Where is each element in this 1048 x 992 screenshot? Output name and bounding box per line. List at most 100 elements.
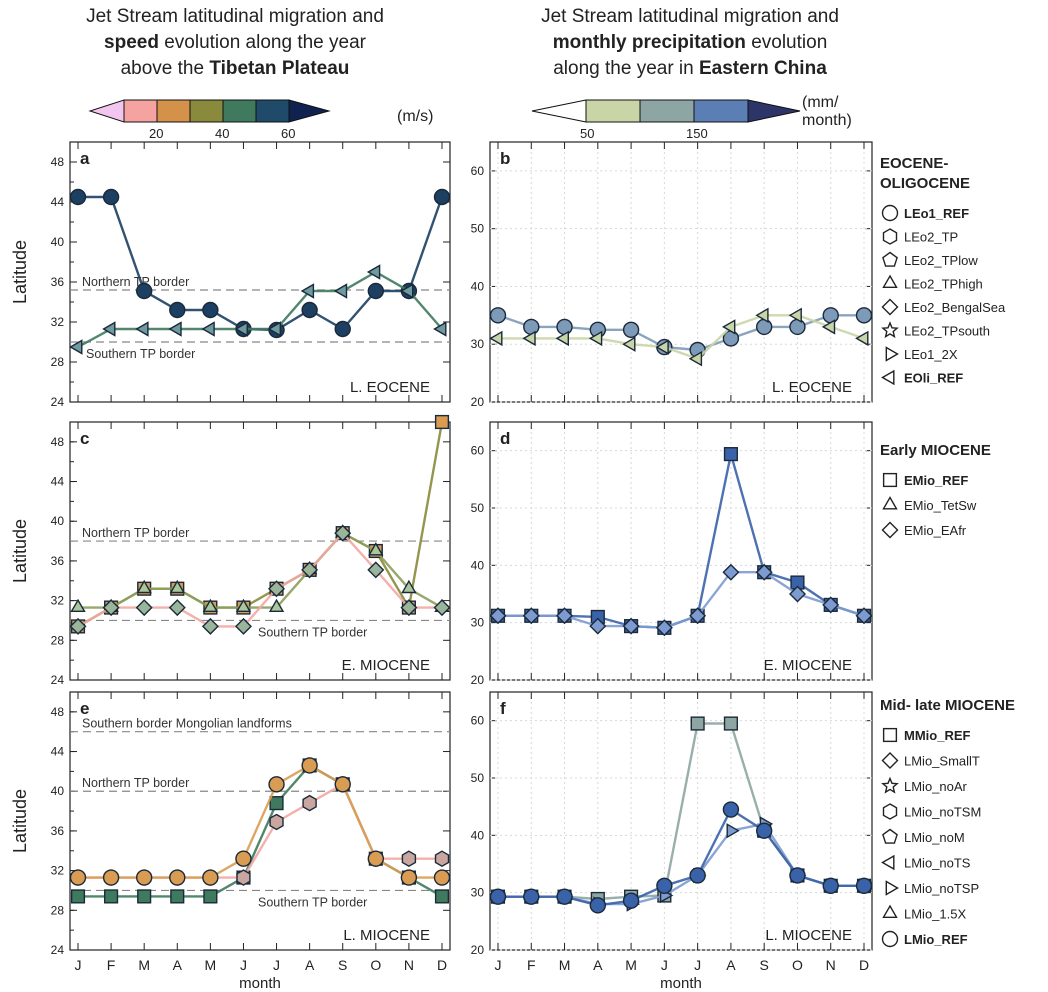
border-reference-label: Northern TP border xyxy=(82,526,189,540)
legend-marker-triangle xyxy=(882,496,898,510)
x-tick-label: A xyxy=(305,957,315,973)
y-axis-label: Latitude xyxy=(10,240,30,304)
y-tick-label: 40 xyxy=(51,784,65,798)
y-axis-label: Latitude xyxy=(10,789,30,853)
precip-colorbar-tick: 150 xyxy=(686,126,708,141)
legend-eocene-oligocene: EOCENE- OLIGOCENE LEo1_REF LEo2_TP LEo2_TPlo… xyxy=(880,155,1006,386)
y-tick-label: 24 xyxy=(51,395,65,409)
x-tick-label: O xyxy=(792,957,803,973)
x-tick-label: F xyxy=(107,957,116,973)
data-point xyxy=(366,264,381,280)
data-point xyxy=(102,321,116,337)
legend-marker-star xyxy=(881,776,899,794)
data-point xyxy=(302,794,317,812)
x-tick-label: M xyxy=(138,957,150,973)
data-point xyxy=(755,822,773,839)
data-point xyxy=(489,888,507,905)
x-tick-label: O xyxy=(370,957,381,973)
data-point xyxy=(399,283,414,299)
panel-letter: d xyxy=(500,429,510,448)
y-tick-label: 50 xyxy=(471,222,485,236)
data-point xyxy=(821,319,836,335)
legend-title: OLIGOCENE xyxy=(880,175,970,192)
y-tick-label: 36 xyxy=(51,275,65,289)
data-point xyxy=(168,599,186,617)
data-point xyxy=(656,877,673,894)
data-point xyxy=(755,563,773,581)
legend-label: MMio_REF xyxy=(904,728,971,743)
border-reference-label: Southern border Mongolian landforms xyxy=(82,717,292,731)
x-tick-label: S xyxy=(760,957,769,973)
data-point xyxy=(855,330,869,347)
legend-marker-tri-right xyxy=(885,346,899,362)
panel-c: 24 28 32 36 40 44 48 Latitude Northern TP border… xyxy=(10,414,451,687)
left-header-line3: above the xyxy=(120,58,210,79)
data-point xyxy=(70,598,86,612)
data-point xyxy=(400,869,418,886)
y-tick-label: 20 xyxy=(471,395,485,409)
panel-letter: e xyxy=(80,699,89,718)
data-point xyxy=(169,579,186,594)
era-label: E. MIOCENE xyxy=(764,657,852,674)
x-tick-label: N xyxy=(826,957,836,973)
x-tick-label: M xyxy=(559,957,571,973)
data-point xyxy=(235,598,252,612)
x-tick-label: J xyxy=(273,957,280,973)
legend-marker-diamond xyxy=(881,298,899,316)
border-reference-label: Southern TP border xyxy=(258,895,367,909)
right-header-line2: evolution xyxy=(745,32,828,53)
data-point xyxy=(69,869,87,886)
border-reference-label: Northern TP border xyxy=(82,275,189,289)
x-tick-label: N xyxy=(404,957,414,973)
data-point xyxy=(70,889,86,904)
left-header-bold-tibetan: Tibetan Plateau xyxy=(209,58,350,79)
x-tick-label: J xyxy=(661,957,668,973)
data-point xyxy=(433,188,451,206)
panel-d: 20 30 40 50 60 d E. MIOCENE xyxy=(471,421,873,687)
speed-colorbar-unit: (m/s) xyxy=(397,108,434,125)
data-point xyxy=(723,447,738,462)
legend-title: Mid- late MIOCENE xyxy=(880,697,1015,714)
data-point xyxy=(401,579,417,594)
y-tick-label: 44 xyxy=(51,475,65,489)
data-point xyxy=(333,283,348,299)
legend-label: LMio_noAr xyxy=(904,779,968,794)
legend-label: EMio_TetSw xyxy=(904,498,977,513)
data-point xyxy=(69,188,87,206)
y-tick-label: 48 xyxy=(51,705,65,719)
x-tick-label: M xyxy=(205,957,217,973)
data-point xyxy=(689,867,706,884)
data-point xyxy=(202,598,219,612)
data-point xyxy=(655,339,669,355)
data-point xyxy=(622,321,640,338)
y-tick-label: 44 xyxy=(51,195,65,209)
x-tick-label: M xyxy=(625,957,637,973)
border-reference-label: Northern TP border xyxy=(82,776,189,790)
data-point xyxy=(822,877,839,894)
data-point xyxy=(169,869,186,886)
right-header-bold-china: Eastern China xyxy=(699,58,827,79)
era-label: L. EOCENE xyxy=(772,379,852,396)
legend-label: LMio_noTSP xyxy=(904,881,979,896)
legend-label: LEo2_TPsouth xyxy=(904,324,990,339)
right-header-bold-precip: monthly precipitation xyxy=(552,32,746,53)
data-point xyxy=(855,877,873,894)
data-point xyxy=(723,716,738,731)
speed-colorbar: 20 40 60 xyxy=(88,99,331,141)
data-point xyxy=(267,321,281,337)
data-point xyxy=(789,585,806,603)
legend-label: EOli_REF xyxy=(904,371,963,386)
legend-marker-square xyxy=(882,727,898,743)
speed-colorbar-tick: 20 xyxy=(149,126,163,141)
data-point xyxy=(721,319,736,335)
legend-label: LMio_noTS xyxy=(904,856,971,871)
data-point xyxy=(334,320,351,338)
legend-marker-tri-left xyxy=(881,369,895,386)
data-point xyxy=(235,850,252,867)
data-point xyxy=(168,321,182,337)
data-point xyxy=(822,307,839,324)
data-point xyxy=(102,599,120,617)
panel-letter: a xyxy=(80,149,90,168)
data-point xyxy=(434,889,450,904)
data-point xyxy=(268,598,285,612)
